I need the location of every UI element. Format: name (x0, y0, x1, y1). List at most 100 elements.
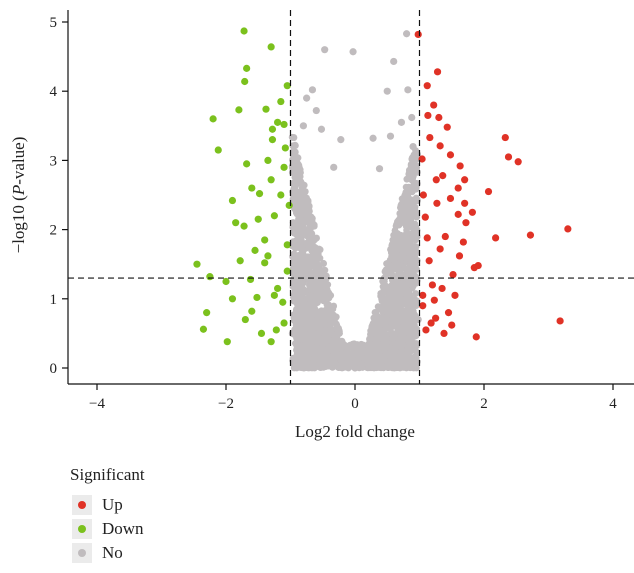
point-no (313, 271, 320, 279)
point-no (303, 94, 311, 102)
point-no (380, 277, 388, 285)
point-no (300, 258, 308, 265)
point-no (304, 303, 312, 311)
point-no (340, 342, 348, 350)
legend-label-no: No (102, 543, 123, 562)
point-down (279, 298, 287, 306)
point-no (397, 203, 405, 211)
point-down (214, 146, 222, 154)
point-no (298, 335, 306, 343)
point-down (277, 97, 285, 106)
point-down (254, 215, 262, 223)
legend-swatch-up (72, 495, 92, 515)
point-no (323, 286, 331, 294)
point-no (375, 165, 384, 173)
y-tick-label: 5 (50, 15, 58, 31)
point-up (438, 284, 446, 293)
point-up (418, 155, 426, 163)
point-no (296, 279, 303, 287)
point-no (310, 222, 318, 230)
y-axis-title-suffix: -value) (9, 137, 28, 185)
point-no (398, 210, 406, 218)
point-no (408, 113, 416, 122)
point-no (390, 57, 398, 66)
point-no (398, 360, 406, 368)
point-no (290, 133, 298, 142)
point-down (248, 184, 256, 192)
point-no (411, 196, 418, 204)
point-no (404, 354, 412, 362)
point-up (430, 296, 438, 304)
point-no (380, 338, 388, 346)
point-no (336, 329, 343, 337)
point-no (367, 331, 374, 339)
point-no (393, 304, 401, 312)
point-no (409, 307, 417, 315)
y-tick-label: 2 (50, 223, 58, 239)
point-no (296, 213, 304, 220)
point-no (306, 269, 314, 276)
point-up (419, 302, 427, 310)
point-no (412, 290, 420, 297)
point-no (304, 242, 312, 250)
point-no (370, 314, 378, 322)
point-down (281, 144, 289, 152)
point-up (444, 309, 453, 317)
point-up (456, 162, 464, 170)
point-down (264, 156, 272, 164)
point-no (289, 142, 297, 150)
point-down (283, 82, 291, 90)
point-no (334, 342, 342, 350)
point-up (468, 208, 476, 216)
point-no (311, 280, 318, 287)
point-no (296, 239, 304, 247)
point-no (307, 256, 315, 264)
point-no (330, 348, 337, 355)
point-no (399, 280, 407, 288)
point-no (305, 230, 312, 238)
point-no (401, 310, 409, 317)
point-no (294, 177, 302, 185)
point-down (243, 64, 251, 72)
point-up (472, 333, 480, 341)
point-up (436, 142, 444, 150)
point-down (280, 319, 288, 327)
point-no (294, 352, 302, 360)
legend: Significant Up Down No (70, 465, 145, 565)
point-no (317, 288, 325, 296)
point-no (408, 163, 416, 171)
point-no (369, 134, 377, 142)
point-no (313, 234, 320, 242)
x-axis-title: Log2 fold change (295, 422, 415, 441)
legend-label-down: Down (102, 519, 144, 538)
point-no (403, 30, 411, 38)
point-up (435, 113, 443, 122)
point-down (261, 236, 269, 244)
point-no (384, 294, 392, 302)
point-up (455, 252, 464, 260)
point-no (412, 243, 420, 251)
point-no (389, 241, 397, 249)
point-down (223, 338, 231, 346)
point-no (351, 364, 359, 372)
legend-swatch-no (72, 543, 92, 563)
point-no (293, 270, 301, 277)
point-no (413, 325, 421, 333)
point-no (291, 148, 299, 156)
point-no (290, 281, 298, 289)
point-down (268, 136, 277, 144)
point-down (255, 190, 264, 198)
points-up (414, 30, 572, 341)
point-up (449, 270, 457, 279)
axes: −4 −2 0 2 4 0 1 2 3 4 5 (50, 10, 634, 412)
point-no (408, 256, 416, 264)
point-no (338, 354, 346, 362)
point-up (422, 326, 430, 334)
point-up (423, 234, 431, 242)
point-no (300, 181, 308, 189)
point-down (270, 291, 278, 299)
point-down (209, 115, 217, 123)
point-up (433, 68, 442, 76)
threshold-lines (68, 10, 634, 384)
point-up (446, 194, 455, 203)
